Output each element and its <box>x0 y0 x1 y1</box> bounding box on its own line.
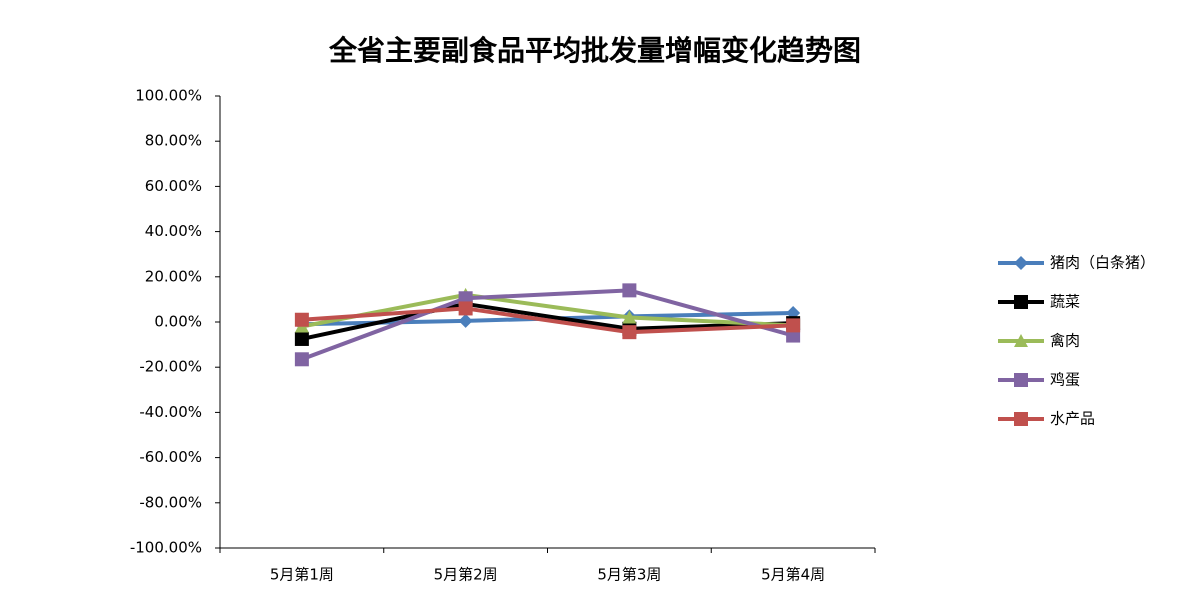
x-tick-label: 5月第1周 <box>270 566 334 584</box>
x-tick-label: 5月第4周 <box>761 566 825 584</box>
data-point <box>786 318 801 333</box>
chart-title: 全省主要副食品平均批发量增幅变化趋势图 <box>328 34 861 67</box>
y-tick-label: -40.00% <box>139 403 202 421</box>
y-tick-label: 40.00% <box>145 222 202 240</box>
y-tick-label: 0.00% <box>154 313 202 331</box>
data-point <box>294 312 309 327</box>
legend-label: 水产品 <box>1050 410 1095 428</box>
y-tick-label: 100.00% <box>135 87 202 105</box>
x-tick-label: 5月第2周 <box>434 566 498 584</box>
legend-marker <box>1014 373 1028 387</box>
data-point <box>622 310 637 324</box>
data-point <box>458 313 473 328</box>
data-point <box>622 325 637 340</box>
legend-marker <box>1014 334 1028 347</box>
legend-label: 蔬菜 <box>1050 293 1080 311</box>
series-line <box>301 306 794 335</box>
data-point <box>622 283 637 298</box>
legend-label: 鸡蛋 <box>1050 371 1080 389</box>
series-line <box>301 301 794 341</box>
series-line <box>301 292 794 329</box>
data-point <box>294 331 309 346</box>
legend-marker <box>1014 295 1028 309</box>
y-tick-label: -60.00% <box>139 448 202 466</box>
y-tick-label: -80.00% <box>139 493 202 511</box>
data-point <box>458 301 473 316</box>
data-point <box>294 352 309 367</box>
legend-label: 禽肉 <box>1050 332 1080 350</box>
legend-label: 猪肉（白条猪） <box>1050 254 1155 272</box>
y-tick-label: -20.00% <box>139 358 202 376</box>
series-line <box>301 288 794 362</box>
y-tick-label: 20.00% <box>145 267 202 285</box>
y-tick-label: 60.00% <box>145 177 202 195</box>
legend-marker <box>1014 412 1028 426</box>
y-tick-label: 80.00% <box>145 132 202 150</box>
x-tick-label: 5月第3周 <box>597 566 661 584</box>
legend-marker <box>1014 256 1028 270</box>
y-tick-label: -100.00% <box>130 539 202 557</box>
